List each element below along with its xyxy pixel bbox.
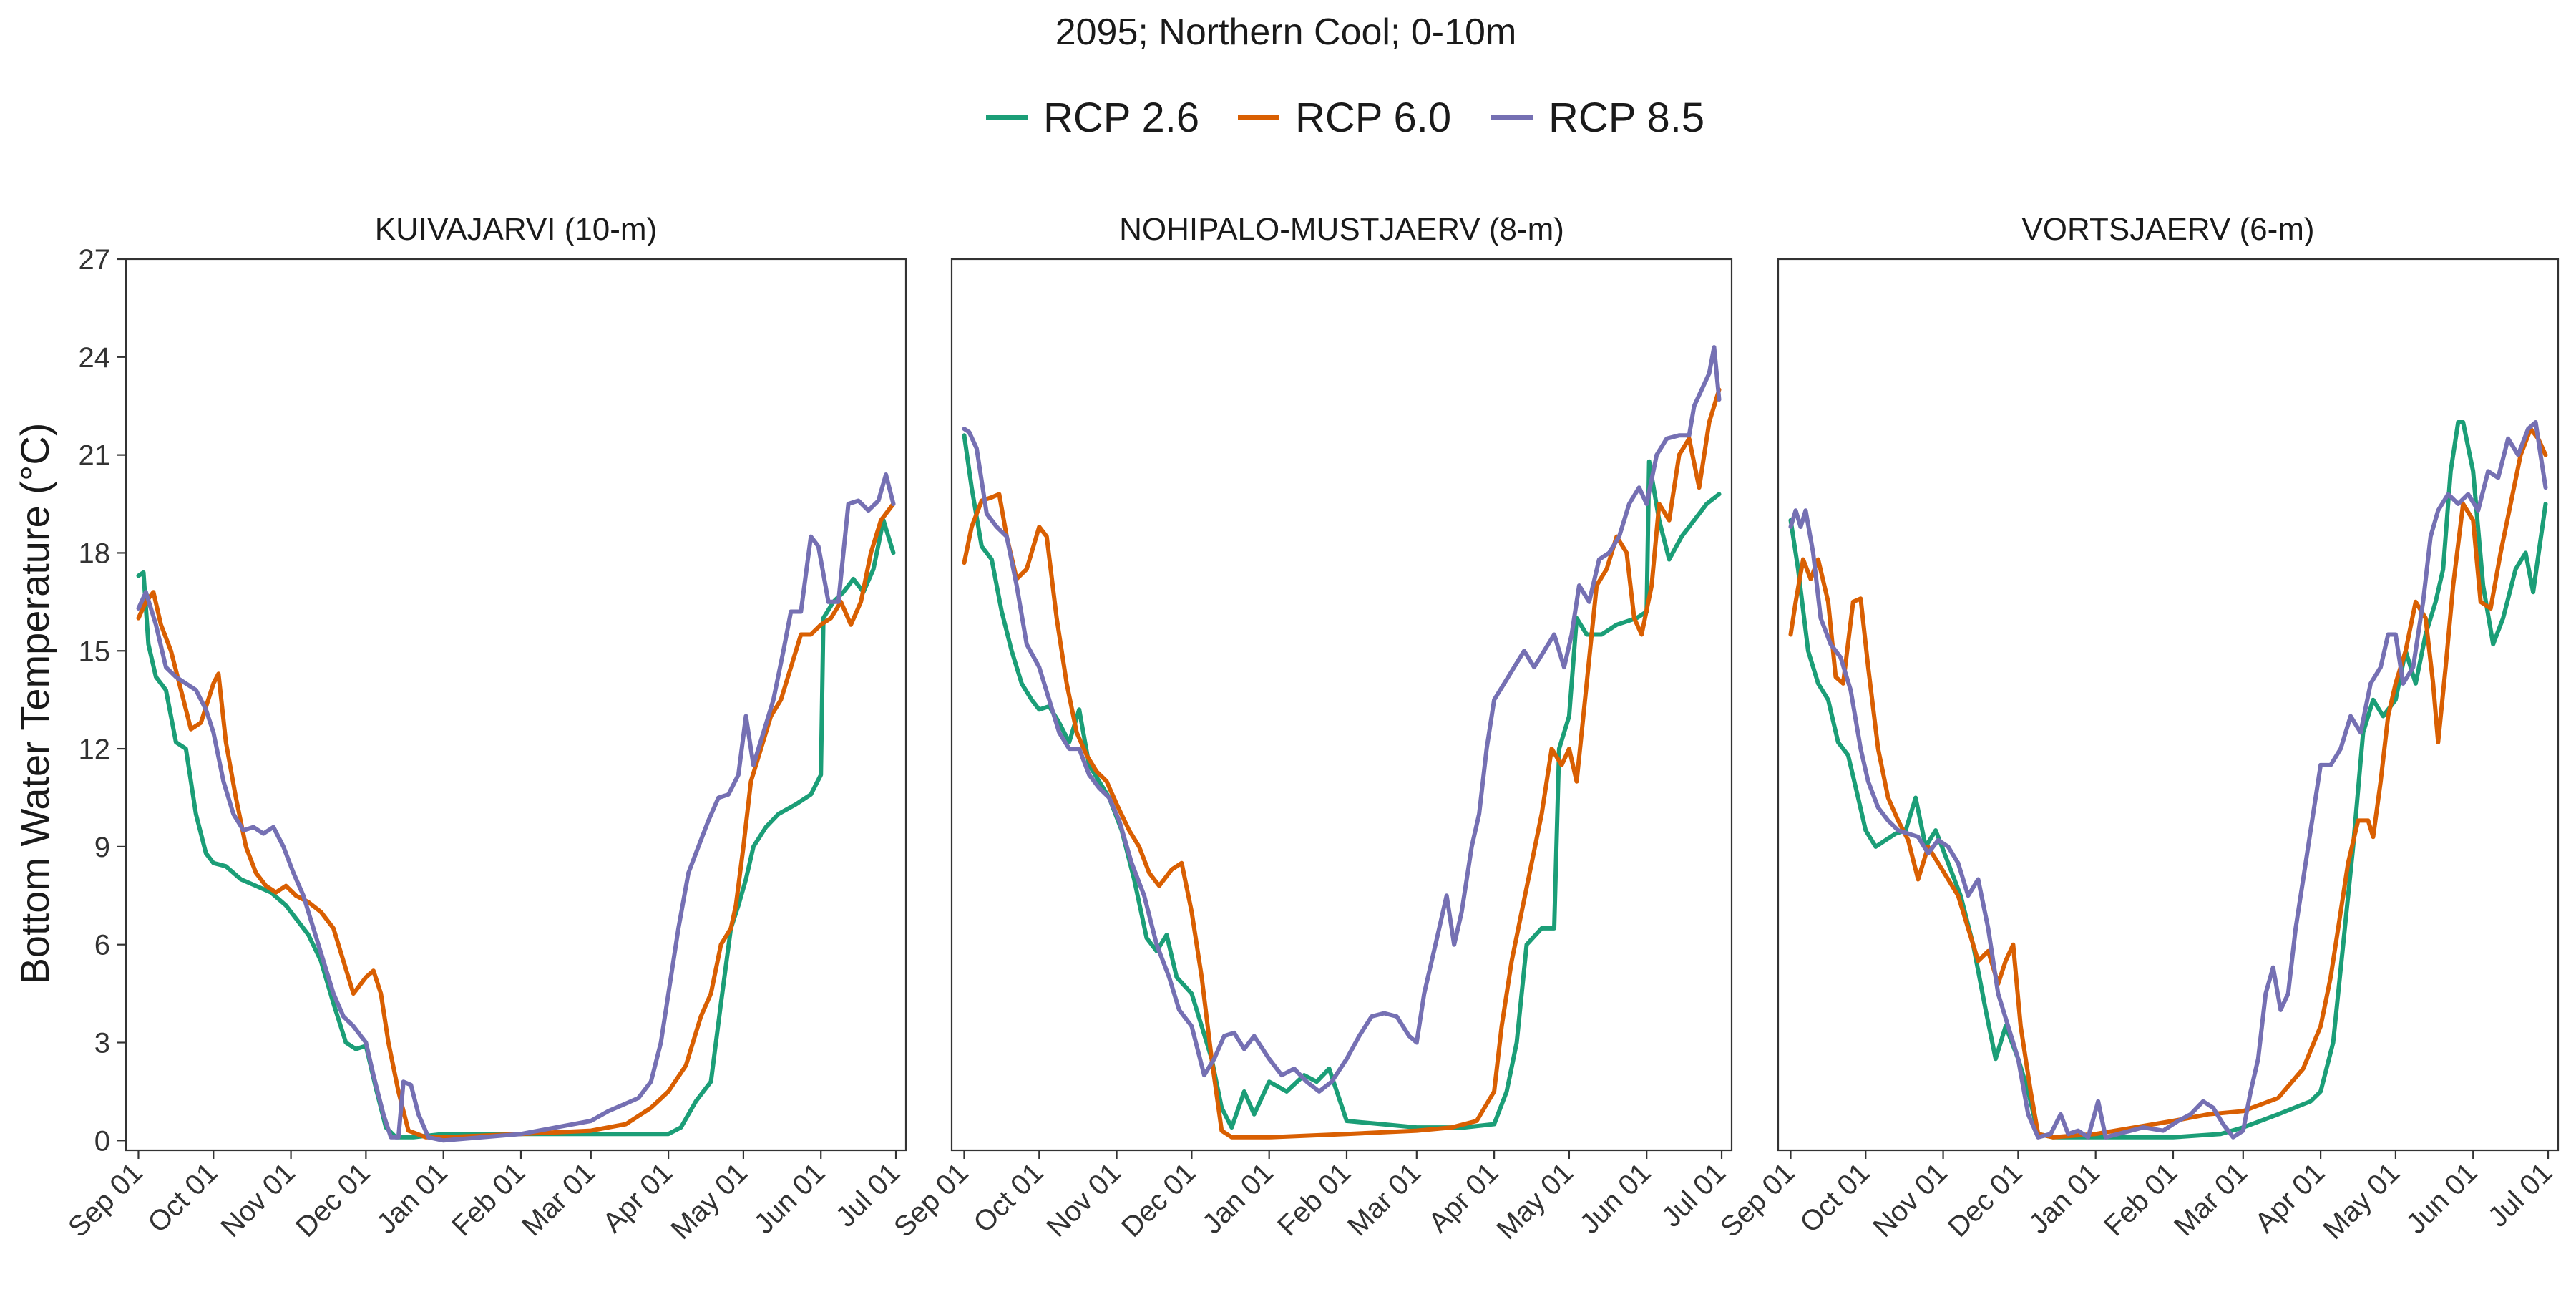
y-tick-label: 0 [94, 1125, 110, 1157]
series-line-rcp-2-6 [136, 518, 896, 1140]
x-tick-label: Dec 01 [290, 1157, 376, 1243]
series-line-rcp-6-0 [1788, 427, 2548, 1140]
x-tick-label: Sep 01 [888, 1157, 975, 1243]
y-tick-label: 27 [79, 244, 111, 276]
x-tick-label: Apr 01 [2249, 1157, 2331, 1238]
y-tick-label: 24 [79, 342, 111, 374]
chart-title: 2095; Northern Cool; 0-10m [1055, 11, 1517, 53]
x-tick-label: Feb 01 [2098, 1157, 2183, 1242]
x-tick-label: Feb 01 [1272, 1157, 1357, 1242]
x-tick-label: Sep 01 [62, 1157, 149, 1243]
y-tick-label: 9 [94, 832, 110, 863]
x-tick-label: Feb 01 [446, 1157, 531, 1242]
panel-frame [125, 258, 907, 1152]
x-tick-label: Jan 01 [371, 1157, 454, 1240]
x-tick-label: Jul 01 [2482, 1157, 2559, 1233]
x-tick-label: Apr 01 [1423, 1157, 1504, 1238]
x-tick-label: Apr 01 [597, 1157, 678, 1238]
x-tick-label: Jun 01 [1574, 1157, 1657, 1240]
x-tick-label: Jan 01 [2023, 1157, 2106, 1240]
x-tick-label: Mar 01 [516, 1157, 601, 1242]
panel-frame [950, 258, 1733, 1152]
panel-title: KUIVAJARVI (10-m) [375, 212, 657, 247]
x-tick-label: Nov 01 [215, 1157, 301, 1243]
x-tick-label: Oct 01 [967, 1157, 1049, 1238]
x-tick-label: Mar 01 [1342, 1157, 1427, 1242]
y-tick-label: 18 [79, 538, 111, 569]
panel-title: VORTSJAERV (6-m) [2021, 212, 2314, 247]
legend-label: RCP 8.5 [1548, 94, 1704, 141]
x-tick-label: Nov 01 [1867, 1157, 1953, 1243]
series-line-rcp-6-0 [136, 502, 896, 1140]
x-tick-label: Oct 01 [142, 1157, 223, 1238]
y-tick-label: 12 [79, 734, 111, 765]
series-line-rcp-8-5 [1788, 420, 2548, 1140]
x-tick-label: Sep 01 [1714, 1157, 1801, 1243]
panel-title: NOHIPALO-MUSTJAERV (8-m) [1119, 212, 1564, 247]
panel-frame [1777, 258, 2560, 1152]
y-tick-label: 3 [94, 1028, 110, 1059]
legend: RCP 2.6 RCP 6.0 RCP 8.5 [986, 94, 1704, 141]
x-tick-label: Jan 01 [1196, 1157, 1279, 1240]
y-tick-label: 15 [79, 636, 111, 667]
legend-entry: RCP 6.0 [1238, 94, 1451, 141]
x-tick-label: May 01 [2317, 1157, 2406, 1245]
series-line-rcp-2-6 [1788, 420, 2548, 1140]
x-tick-label: Dec 01 [1116, 1157, 1202, 1243]
x-tick-label: Oct 01 [1794, 1157, 1875, 1238]
x-tick-label: May 01 [1491, 1157, 1579, 1245]
y-tick-label: 6 [94, 930, 110, 961]
y-tick-label: 21 [79, 440, 111, 472]
series-line-rcp-8-5 [962, 345, 1722, 1094]
x-tick-label: Jun 01 [748, 1157, 831, 1240]
legend-label: RCP 6.0 [1295, 94, 1451, 141]
series-line-rcp-6-0 [962, 387, 1722, 1140]
legend-label: RCP 2.6 [1043, 94, 1199, 141]
x-tick-label: Nov 01 [1040, 1157, 1127, 1243]
legend-entry: RCP 8.5 [1491, 94, 1704, 141]
x-tick-label: Dec 01 [1942, 1157, 2029, 1243]
x-tick-label: May 01 [665, 1157, 753, 1245]
series-line-rcp-8-5 [136, 472, 896, 1143]
legend-entry: RCP 2.6 [986, 94, 1199, 141]
x-tick-label: Jun 01 [2401, 1157, 2484, 1240]
panel-1: KUIVAJARVI (10-m) 0 3 6 9 12 15 18 21 24 27 Sep 01O… [62, 212, 907, 1245]
y-axis-label: Bottom Water Temperature (°C) [12, 423, 57, 985]
x-tick-label: Mar 01 [2168, 1157, 2253, 1242]
